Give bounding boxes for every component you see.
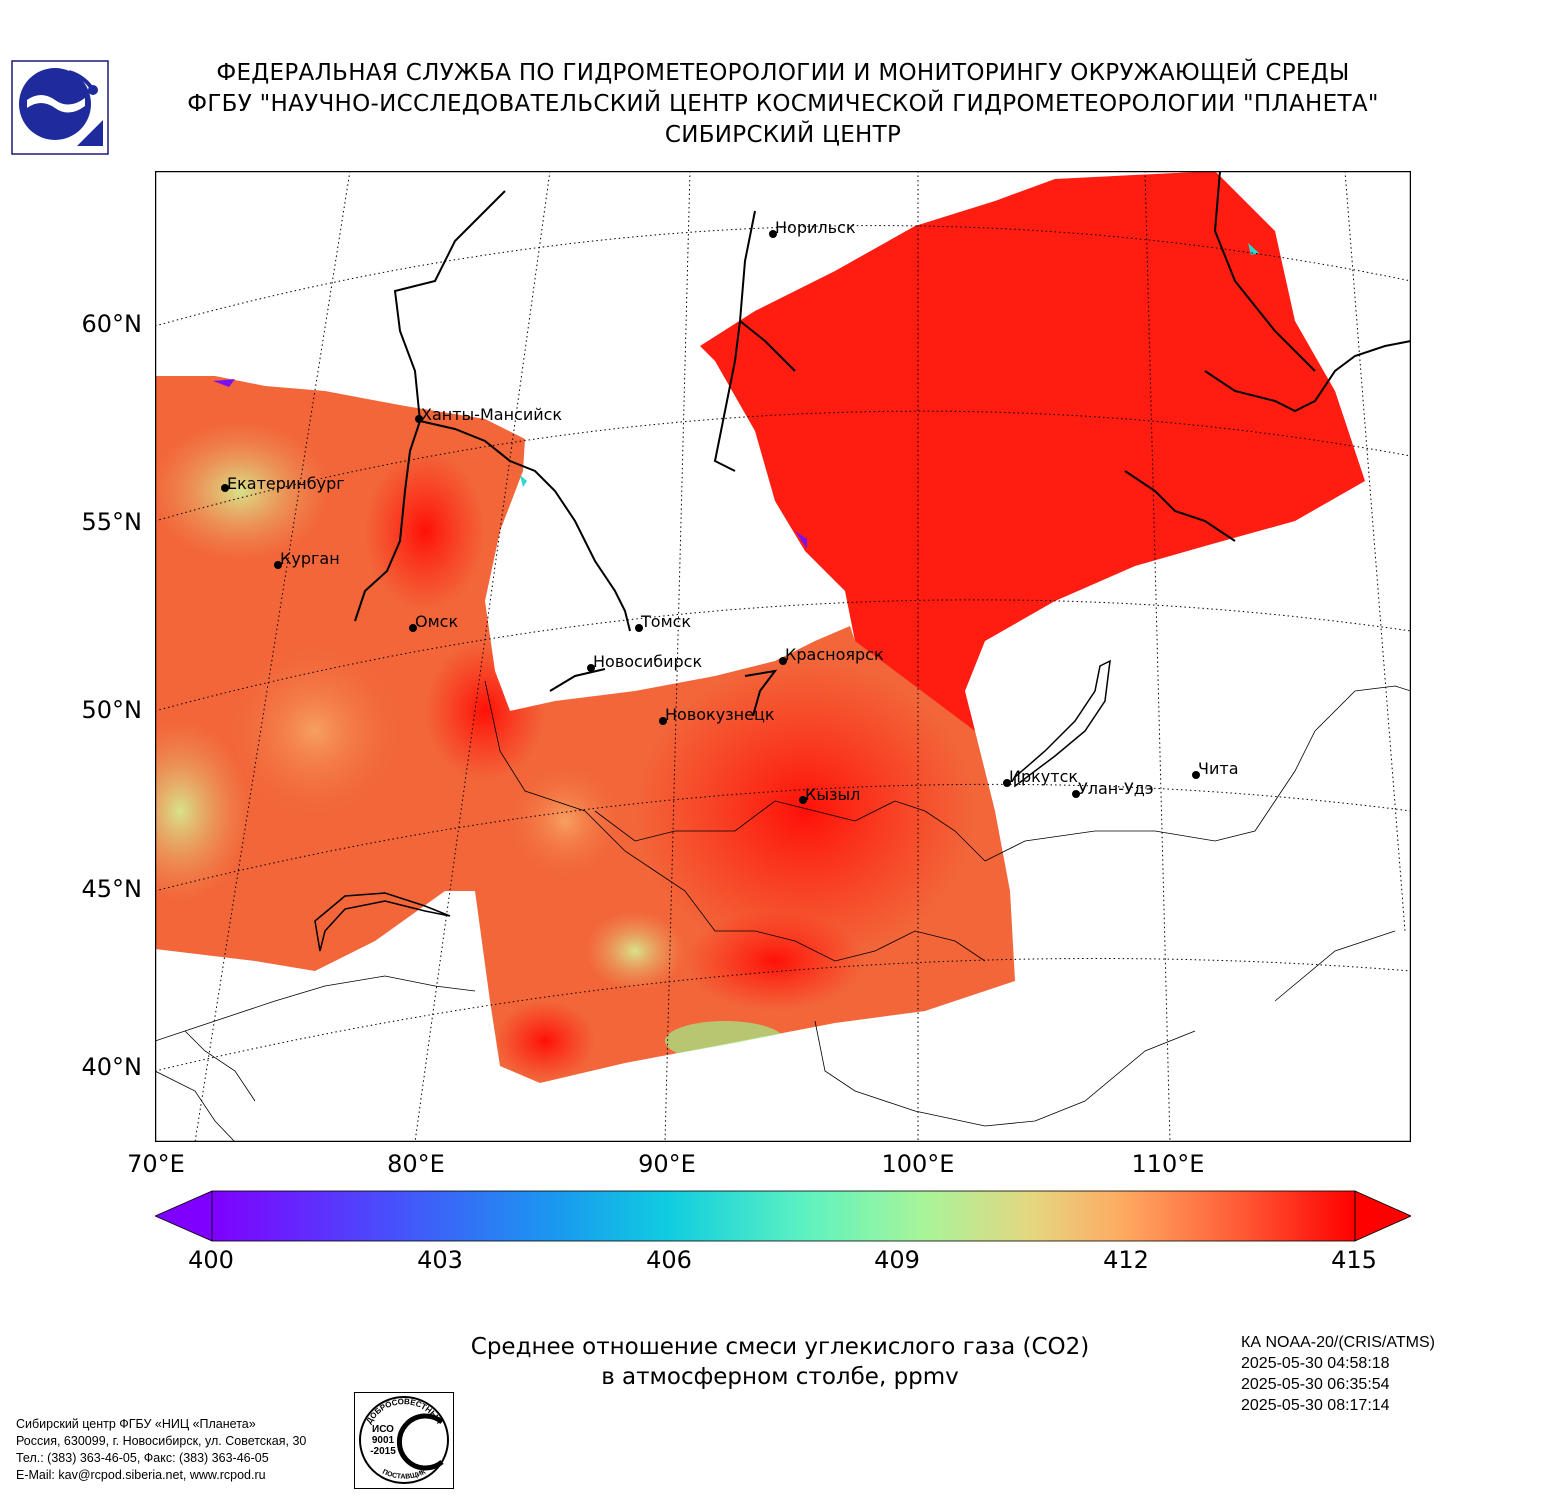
- contact-phone: Тел.: (383) 363-46-05, Факс: (383) 363-4…: [16, 1451, 269, 1465]
- lat-label-55: 55°N: [81, 508, 143, 536]
- svg-text:Норильск: Норильск: [775, 218, 856, 237]
- lon-label-110: 110°E: [1131, 1150, 1205, 1178]
- agency-header: ФЕДЕРАЛЬНАЯ СЛУЖБА ПО ГИДРОМЕТЕОРОЛОГИИ …: [120, 58, 1446, 151]
- lat-label-60: 60°N: [81, 310, 143, 338]
- product-title-line2: в атмосферном столбе, ppmv: [601, 1364, 959, 1390]
- contact-address: Россия, 630099, г. Новосибирск, ул. Сове…: [16, 1434, 307, 1448]
- satellite-info: КА NOAA-20/(CRIS/ATMS) 2025-05-30 04:58:…: [1241, 1332, 1435, 1416]
- colorbar-extend-low: [155, 1190, 213, 1242]
- country-borders: [155, 680, 1411, 1142]
- contact-email: E-Mail: kav@rcpod.siberia.net, www.rcpod…: [16, 1468, 266, 1482]
- contact-block: Сибирский центр ФГБУ «НИЦ «Планета» Росс…: [16, 1416, 306, 1484]
- city-krasnoyarsk: Красноярск: [779, 645, 884, 665]
- iso-9001-badge: ДОБРОСОВЕСТНЫЙ ПОСТАВЩИК ИСО 9001 -2015: [354, 1392, 454, 1489]
- city-omsk: Омск: [409, 612, 458, 632]
- city-novokuznetsk: Новокузнецк: [659, 705, 775, 725]
- svg-text:Новокузнецк: Новокузнецк: [665, 705, 775, 724]
- lat-label-45: 45°N: [81, 875, 143, 903]
- product-title-line1: Среднее отношение смеси углекислого газа…: [470, 1334, 1090, 1360]
- city-ulan-ude: Улан-Удэ: [1072, 779, 1154, 798]
- svg-text:Кызыл: Кызыл: [805, 785, 860, 804]
- colorbar-tick-412: 412: [1103, 1246, 1149, 1274]
- svg-text:Томск: Томск: [640, 612, 691, 631]
- pass-time: 2025-05-30 04:58:18: [1241, 1355, 1390, 1372]
- svg-text:Чита: Чита: [1198, 759, 1239, 778]
- header-line-institute: ФГБУ "НАУЧНО-ИССЛЕДОВАТЕЛЬСКИЙ ЦЕНТР КОС…: [187, 91, 1379, 117]
- city-khanty-mansiysk: Ханты-Мансийск: [415, 405, 562, 424]
- colorbar-tick-403: 403: [417, 1246, 463, 1274]
- lon-label-80: 80°E: [387, 1150, 445, 1178]
- colorbar-tick-406: 406: [646, 1246, 692, 1274]
- colorbar-gradient: [212, 1191, 1355, 1241]
- city-kyzyl: Кызыл: [799, 785, 860, 804]
- city-norilsk: Норильск: [769, 218, 856, 238]
- city-markers: Норильск Ханты-Мансийск Екатеринбург Кур…: [221, 218, 1239, 804]
- lon-label-90: 90°E: [638, 1150, 696, 1178]
- lat-label-50: 50°N: [81, 696, 143, 724]
- city-irkutsk: Иркутск: [1003, 767, 1078, 787]
- city-chita: Чита: [1192, 759, 1239, 779]
- co2-map: Норильск Ханты-Мансийск Екатеринбург Кур…: [155, 171, 1411, 1142]
- map-frame-border: [155, 171, 1411, 1142]
- header-line-center: СИБИРСКИЙ ЦЕНТР: [664, 122, 902, 148]
- product-title: Среднее отношение смеси углекислого газа…: [390, 1332, 1170, 1392]
- svg-text:Иркутск: Иркутск: [1009, 767, 1078, 786]
- svg-text:Екатеринбург: Екатеринбург: [227, 474, 345, 493]
- co2-swath-east: [700, 171, 1365, 731]
- lake-baikal: [1014, 659, 1111, 788]
- co2-field-layer: [155, 171, 1365, 1083]
- pass-time: 2025-05-30 08:17:14: [1241, 1397, 1390, 1414]
- colorbar: [155, 1190, 1411, 1242]
- svg-text:Улан-Удэ: Улан-Удэ: [1078, 779, 1154, 798]
- svg-text:Ханты-Мансийск: Ханты-Мансийск: [421, 405, 562, 424]
- city-tomsk: Томск: [635, 612, 691, 632]
- pass-time: 2025-05-30 06:35:54: [1241, 1376, 1390, 1393]
- graticule: [155, 171, 1411, 1142]
- rivers: [354, 171, 1411, 717]
- colorbar-extend-high: [1354, 1190, 1411, 1242]
- iso-badge-center: ИСО 9001 -2015: [370, 1424, 396, 1457]
- lon-label-100: 100°E: [881, 1150, 955, 1178]
- city-yekaterinburg: Екатеринбург: [221, 474, 345, 493]
- header-line-agency: ФЕДЕРАЛЬНАЯ СЛУЖБА ПО ГИДРОМЕТЕОРОЛОГИИ …: [216, 60, 1350, 86]
- co2-min-patch: [213, 379, 235, 387]
- city-kurgan: Курган: [274, 549, 340, 569]
- svg-text:Новосибирск: Новосибирск: [593, 652, 702, 671]
- co2-low-patch: [520, 475, 527, 487]
- satellite-name: КА NOAA-20/(CRIS/ATMS): [1241, 1334, 1435, 1351]
- co2-low-patch: [1248, 243, 1259, 255]
- svg-text:Красноярск: Красноярск: [785, 645, 884, 664]
- lon-label-70: 70°E: [127, 1150, 185, 1178]
- colorbar-tick-400: 400: [188, 1246, 234, 1274]
- svg-text:Курган: Курган: [280, 549, 340, 568]
- contact-org: Сибирский центр ФГБУ «НИЦ «Планета»: [16, 1417, 256, 1431]
- lake-balkhash: [314, 892, 451, 952]
- roshydromet-logo: [11, 60, 109, 155]
- colorbar-tick-409: 409: [874, 1246, 920, 1274]
- co2-min-patch: [795, 531, 807, 549]
- svg-text:Омск: Омск: [415, 612, 458, 631]
- lat-label-40: 40°N: [81, 1053, 143, 1081]
- city-novosibirsk: Новосибирск: [587, 652, 702, 672]
- colorbar-tick-415: 415: [1331, 1246, 1377, 1274]
